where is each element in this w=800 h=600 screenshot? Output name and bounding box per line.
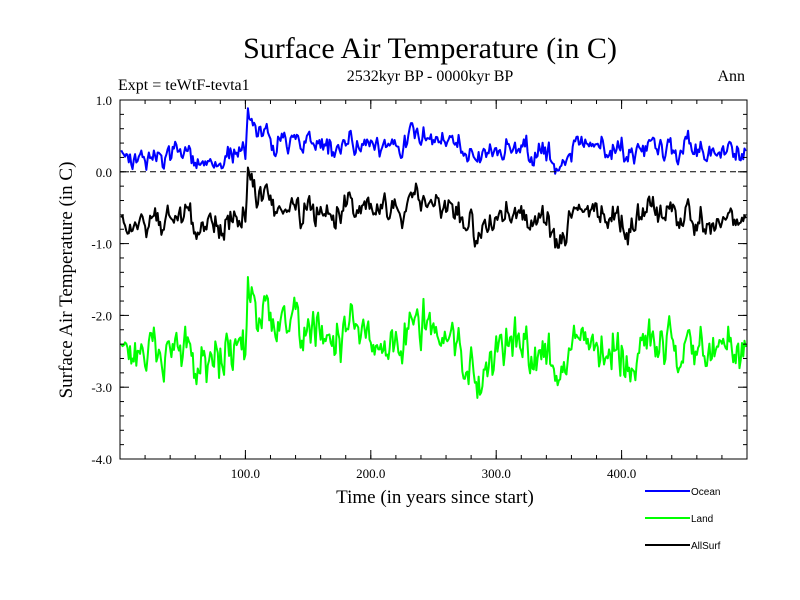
chart-title: Surface Air Temperature (in C) (243, 32, 617, 65)
time-range-label: 2532kyr BP - 0000kyr BP (347, 68, 514, 85)
series-line-ocean (120, 107, 747, 175)
legend-label-allsurf: AllSurf (691, 541, 721, 552)
x-tick-label: 200.0 (356, 466, 385, 481)
y-tick-label: -4.0 (91, 452, 112, 467)
legend-label-ocean: Ocean (691, 487, 720, 498)
season-label: Ann (717, 68, 745, 85)
axis-ticks: 1.0 0.0 -1.0 -2.0 -3.0 -4.0 100.0 200.0 300.0 400… (91, 93, 747, 481)
y-tick-label: 1.0 (96, 93, 112, 108)
x-tick-label: 100.0 (231, 466, 260, 481)
legend: Ocean Land AllSurf (645, 487, 721, 552)
plot-frame (119, 99, 748, 460)
y-tick-label: 0.0 (96, 165, 112, 180)
y-tick-label: -3.0 (91, 380, 112, 395)
legend-label-land: Land (691, 514, 713, 525)
y-tick-label: -2.0 (91, 308, 112, 323)
experiment-label: Expt = teWtF-tevta1 (118, 77, 250, 94)
series-layer (120, 107, 747, 399)
y-tick-label: -1.0 (91, 237, 112, 252)
y-axis-label: Surface Air Temperature (in C) (56, 162, 77, 399)
x-axis-label: Time (in years since start) (336, 487, 534, 508)
x-tick-label: 300.0 (482, 466, 511, 481)
series-line-allsurf (120, 166, 747, 249)
x-tick-label: 400.0 (607, 466, 636, 481)
series-line-land (120, 276, 747, 399)
